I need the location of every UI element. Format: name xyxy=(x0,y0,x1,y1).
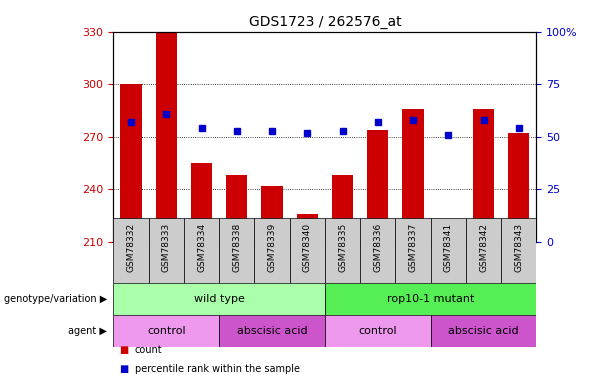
FancyBboxPatch shape xyxy=(325,217,360,283)
Bar xyxy=(156,32,177,242)
Title: GDS1723 / 262576_at: GDS1723 / 262576_at xyxy=(249,15,401,30)
Bar xyxy=(403,109,424,242)
Text: genotype/variation ▶: genotype/variation ▶ xyxy=(4,294,107,304)
FancyBboxPatch shape xyxy=(254,217,290,283)
Text: GSM78336: GSM78336 xyxy=(373,223,383,272)
Text: ■: ■ xyxy=(120,345,129,355)
Text: GSM78338: GSM78338 xyxy=(232,223,242,272)
Text: GSM78340: GSM78340 xyxy=(303,223,312,272)
FancyBboxPatch shape xyxy=(219,217,254,283)
Text: control: control xyxy=(147,326,186,336)
Text: abscisic acid: abscisic acid xyxy=(448,326,519,336)
Text: ■: ■ xyxy=(120,364,129,374)
FancyBboxPatch shape xyxy=(113,217,149,283)
Bar xyxy=(297,214,318,242)
Text: rop10-1 mutant: rop10-1 mutant xyxy=(387,294,474,304)
FancyBboxPatch shape xyxy=(360,217,395,283)
Bar xyxy=(191,163,212,242)
FancyBboxPatch shape xyxy=(325,283,536,315)
Bar xyxy=(508,134,530,242)
Bar xyxy=(120,84,142,242)
Text: abscisic acid: abscisic acid xyxy=(237,326,307,336)
FancyBboxPatch shape xyxy=(466,217,501,283)
Text: GSM78342: GSM78342 xyxy=(479,223,488,272)
FancyBboxPatch shape xyxy=(290,217,325,283)
FancyBboxPatch shape xyxy=(219,315,325,347)
Bar xyxy=(226,176,248,242)
FancyBboxPatch shape xyxy=(113,283,325,315)
Bar xyxy=(262,186,283,242)
Text: GSM78343: GSM78343 xyxy=(514,223,524,272)
Text: wild type: wild type xyxy=(194,294,245,304)
Text: GSM78335: GSM78335 xyxy=(338,223,347,272)
Bar xyxy=(438,221,459,242)
Bar xyxy=(473,109,494,242)
Text: GSM78332: GSM78332 xyxy=(126,223,135,272)
Text: GSM78333: GSM78333 xyxy=(162,223,171,272)
Text: GSM78337: GSM78337 xyxy=(408,223,417,272)
Text: agent ▶: agent ▶ xyxy=(69,326,107,336)
Text: GSM78339: GSM78339 xyxy=(267,223,276,272)
Text: count: count xyxy=(135,345,162,355)
FancyBboxPatch shape xyxy=(430,217,466,283)
Text: GSM78341: GSM78341 xyxy=(444,223,453,272)
Text: control: control xyxy=(359,326,397,336)
FancyBboxPatch shape xyxy=(325,315,430,347)
Text: percentile rank within the sample: percentile rank within the sample xyxy=(135,364,300,374)
FancyBboxPatch shape xyxy=(430,315,536,347)
Bar xyxy=(367,130,389,242)
FancyBboxPatch shape xyxy=(501,217,536,283)
FancyBboxPatch shape xyxy=(395,217,430,283)
Text: GSM78334: GSM78334 xyxy=(197,223,206,272)
Bar xyxy=(332,176,353,242)
FancyBboxPatch shape xyxy=(184,217,219,283)
FancyBboxPatch shape xyxy=(149,217,184,283)
FancyBboxPatch shape xyxy=(113,315,219,347)
